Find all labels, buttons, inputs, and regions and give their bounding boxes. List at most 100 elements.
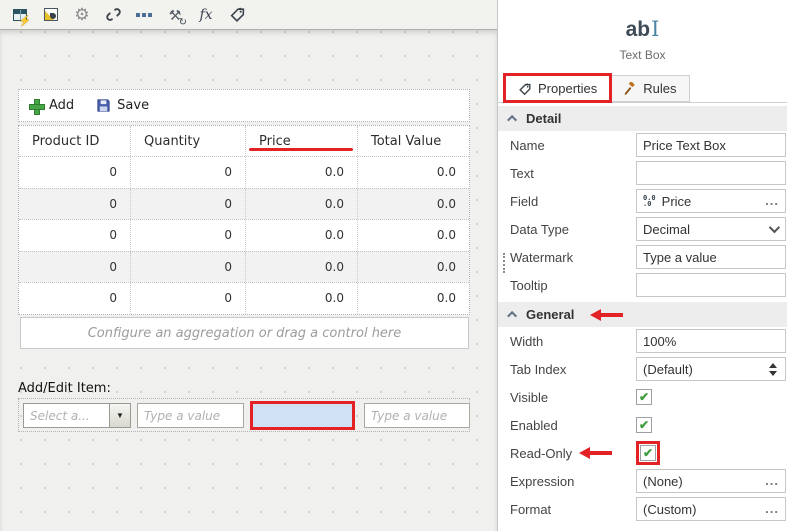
readonly-ctrl: ✔: [636, 441, 786, 465]
designer-toolbar: ⚡ ⚙ ⚒ ↻: [0, 0, 497, 30]
chevron-down-icon: [768, 221, 781, 234]
annotation-readonly-arrow: [579, 447, 613, 459]
tab-rules[interactable]: Rules: [610, 75, 690, 102]
expression-ellipsis-button[interactable]: ...: [765, 473, 779, 488]
section-general[interactable]: General: [498, 302, 787, 327]
tooltip-input[interactable]: [636, 273, 786, 297]
column-header-product-id[interactable]: Product ID: [19, 126, 131, 156]
readonly-checkbox[interactable]: ✔: [640, 445, 656, 461]
field-picker[interactable]: 0.0 .0 Price ...: [636, 189, 786, 213]
format-picker[interactable]: (Custom) ...: [636, 497, 786, 521]
add-button-label: Add: [49, 98, 75, 113]
control-type-label: Text Box: [619, 48, 666, 62]
format-ellipsis-button[interactable]: ...: [765, 501, 779, 516]
column-header-total-value[interactable]: Total Value: [371, 133, 442, 149]
tab-properties[interactable]: Properties: [503, 73, 613, 103]
field-ellipsis-button[interactable]: ...: [765, 193, 779, 208]
canvas-pane: ⚡ ⚙ ⚒ ↻: [0, 0, 498, 531]
design-canvas[interactable]: Add Save Product ID Quantity Price Tot: [0, 30, 497, 531]
product-dropdown[interactable]: Select a... ▼: [23, 403, 131, 428]
price-textbox-selected[interactable]: [250, 401, 355, 430]
editable-list-table[interactable]: Product ID Quantity Price Total Value 0 …: [18, 125, 470, 315]
cell-value: 0: [131, 251, 246, 282]
ab-glyph: ab: [625, 18, 651, 41]
prop-row-width: Width 100%: [498, 327, 787, 355]
ellipsis-menu-icon[interactable]: [132, 3, 156, 27]
aggregation-drop-zone[interactable]: Configure an aggregation or drag a contr…: [20, 317, 469, 349]
cell-value: 0.0: [246, 188, 358, 219]
break-link-icon[interactable]: [101, 3, 125, 27]
datatype-select[interactable]: Decimal: [636, 217, 786, 241]
plus-icon: [29, 98, 45, 115]
prop-row-watermark: Watermark Type a value: [498, 243, 787, 271]
table-row[interactable]: 0 0 0.0 0.0: [19, 250, 469, 282]
format-value: (Custom): [643, 501, 697, 517]
prop-row-name: Name Price Text Box: [498, 131, 787, 159]
table-row[interactable]: 0 0 0.0 0.0: [19, 187, 469, 219]
width-input[interactable]: 100%: [636, 329, 786, 353]
readonly-label-wrap: Read-Only: [510, 446, 636, 461]
save-floppy-icon: [97, 99, 110, 112]
prop-row-tabindex: Tab Index (Default): [498, 355, 787, 383]
tag-icon: [230, 7, 244, 23]
field-label: Field: [510, 193, 539, 209]
dropdown-arrow-icon[interactable]: ▼: [109, 404, 130, 427]
watermark-label: Watermark: [510, 249, 574, 265]
table-row[interactable]: 0 0 0.0 0.0: [19, 219, 469, 251]
tab-properties-label: Properties: [538, 81, 598, 96]
text-input[interactable]: [636, 161, 786, 185]
enabled-label: Enabled: [510, 417, 558, 433]
section-general-title: General: [526, 307, 575, 322]
name-input[interactable]: Price Text Box: [636, 133, 786, 157]
smartobject-table-icon[interactable]: ⚡: [8, 3, 32, 27]
expression-fx-icon[interactable]: fx: [194, 3, 218, 27]
table-row[interactable]: 0 0 0.0 0.0: [19, 156, 469, 188]
table-row[interactable]: 0 0 0.0 0.0: [19, 282, 469, 314]
field-value: Price: [661, 193, 692, 209]
cell-value: 0.0: [246, 157, 358, 188]
three-dots-icon: [136, 12, 152, 17]
control-tag-icon[interactable]: [225, 3, 249, 27]
decimal-bottom: .0: [643, 200, 652, 208]
visible-checkbox[interactable]: ✔: [636, 389, 652, 405]
save-button[interactable]: Save: [96, 98, 149, 113]
settings-gear-icon[interactable]: ⚙: [70, 3, 94, 27]
configure-tools-icon[interactable]: ⚒ ↻: [163, 3, 187, 28]
annotation-general-arrow: [590, 308, 624, 321]
spinner-down-icon: [769, 370, 777, 376]
spinner-up-icon: [769, 362, 777, 368]
prop-row-readonly: Read-Only ✔: [498, 439, 787, 467]
enabled-checkbox[interactable]: ✔: [636, 417, 652, 433]
collapse-chevron-icon: [507, 310, 518, 321]
form-sheet-icon: [44, 8, 58, 21]
table-header-row: Product ID Quantity Price Total Value: [19, 126, 469, 156]
panel-tabs: Properties Rules: [498, 73, 787, 103]
refresh-icon: ↻: [178, 16, 187, 28]
total-value-watermark: Type a value: [371, 408, 448, 423]
column-header-price[interactable]: Price: [246, 126, 358, 156]
column-header-quantity[interactable]: Quantity: [131, 126, 246, 156]
cell-value: 0.0: [436, 291, 456, 306]
spinner-arrows-icon[interactable]: [769, 362, 779, 376]
cell-value: 0: [131, 188, 246, 219]
watermark-input[interactable]: Type a value: [636, 245, 786, 269]
table-grid-icon: [13, 8, 27, 21]
save-button-label: Save: [117, 98, 150, 113]
panel-splitter-handle[interactable]: [503, 253, 505, 273]
collapse-chevron-icon: [507, 114, 518, 125]
quantity-textbox[interactable]: Type a value: [137, 403, 244, 428]
quantity-watermark: Type a value: [144, 408, 221, 423]
properties-tag-icon: [519, 82, 531, 95]
visible-label: Visible: [510, 389, 549, 405]
prop-row-datatype: Data Type Decimal: [498, 215, 787, 243]
selected-control-header: abI Text Box: [498, 0, 787, 62]
view-form-icon[interactable]: [39, 3, 63, 27]
expression-picker[interactable]: (None) ...: [636, 469, 786, 493]
cell-value: 0: [131, 220, 246, 251]
section-detail[interactable]: Detail: [498, 106, 787, 131]
tabindex-spinner[interactable]: (Default): [636, 357, 786, 381]
add-edit-item-label: Add/Edit Item:: [18, 381, 111, 396]
add-button[interactable]: Add: [29, 98, 75, 115]
total-value-textbox[interactable]: Type a value: [364, 403, 470, 428]
